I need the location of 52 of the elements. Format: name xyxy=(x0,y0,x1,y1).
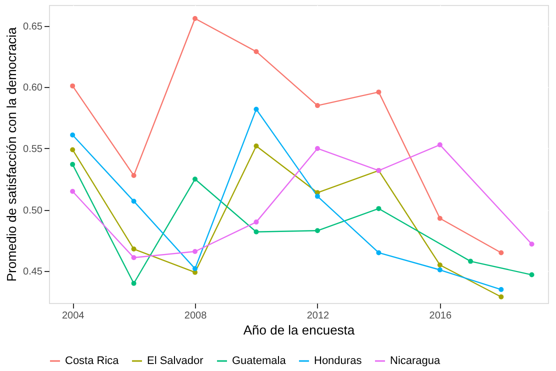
legend-label: Guatemala xyxy=(232,355,287,367)
point xyxy=(468,258,474,264)
point xyxy=(192,249,198,254)
y-tick-label: 0.45 xyxy=(23,266,43,278)
point xyxy=(376,90,382,95)
x-tick-label: 2008 xyxy=(184,310,208,322)
legend-label: Nicaragua xyxy=(390,355,442,367)
x-tick-label: 2016 xyxy=(429,310,452,322)
point xyxy=(498,294,504,300)
x-tick-label: 2012 xyxy=(306,310,330,322)
point xyxy=(131,172,136,178)
x-tick-label: 2004 xyxy=(62,310,85,322)
y-tick-label: 0.55 xyxy=(23,144,43,155)
point xyxy=(314,103,320,108)
legend-label: Costa Rica xyxy=(65,355,120,367)
point xyxy=(254,229,259,234)
point xyxy=(376,206,382,212)
point xyxy=(498,250,504,256)
point xyxy=(529,242,534,247)
point xyxy=(376,250,382,256)
point xyxy=(314,146,320,151)
point xyxy=(437,267,442,272)
point xyxy=(70,132,76,138)
point xyxy=(437,216,442,221)
point xyxy=(437,262,442,268)
point xyxy=(437,142,442,148)
point xyxy=(70,83,76,88)
point xyxy=(498,287,504,292)
legend-label: El Salvador xyxy=(147,355,204,367)
x-axis-title: Año de la encuesta xyxy=(243,322,356,338)
y-axis-title: Promedio de satisfacción con la democracia xyxy=(4,26,20,282)
point xyxy=(529,272,534,278)
point xyxy=(192,266,198,272)
point xyxy=(70,147,76,152)
point xyxy=(192,16,198,21)
legend-label: Honduras xyxy=(314,355,362,367)
point xyxy=(70,162,76,167)
point xyxy=(314,228,320,234)
point xyxy=(70,188,76,194)
y-tick-label: 0.50 xyxy=(23,205,43,216)
point xyxy=(254,106,259,112)
point xyxy=(131,280,136,286)
point xyxy=(131,255,136,260)
point xyxy=(314,194,320,199)
point xyxy=(254,144,259,149)
y-tick-label: 0.60 xyxy=(23,82,43,94)
point xyxy=(131,246,136,252)
point xyxy=(254,220,259,225)
point xyxy=(192,176,198,182)
point xyxy=(254,49,259,54)
y-tick-label: 0.65 xyxy=(23,21,43,32)
point xyxy=(131,198,136,204)
